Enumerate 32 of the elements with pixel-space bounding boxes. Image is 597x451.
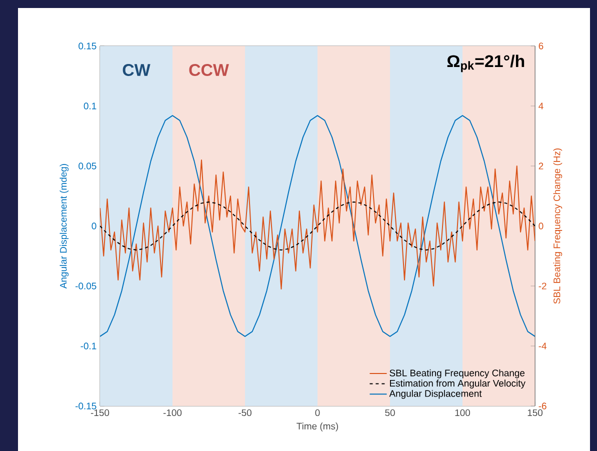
x-tick-label: 0 [315, 409, 320, 416]
y-tick-label: -0.1 [80, 342, 96, 350]
y2-tick-label: -6 [538, 402, 546, 410]
y2-tick-label: 0 [538, 222, 544, 230]
y2-tick-label: 4 [538, 102, 544, 110]
legend-label: Estimation from Angular Velocity [390, 380, 526, 388]
y2-tick-label: 6 [538, 42, 544, 50]
y-tick-label: -0.15 [75, 402, 96, 410]
line-series [100, 159, 536, 290]
y2-tick-label: -4 [538, 342, 546, 350]
band-label: CCW [189, 64, 229, 76]
y-tick-label: 0.15 [78, 42, 96, 50]
y-tick-label: 0 [92, 222, 96, 230]
y2-tick-label: 2 [538, 162, 544, 170]
legend-label: Angular Displacement [389, 390, 482, 399]
text: Ω$_{pk}$=21°/h [447, 54, 524, 72]
y-tick-label: -0.05 [75, 282, 96, 290]
x-tick-label: 100 [455, 409, 470, 416]
legend-label: SBL Beating Frequency Change [390, 369, 525, 378]
y2-axis-title: SBL Beating Frequency Change (Hz) [553, 148, 562, 304]
y-axis-title: Angular Displacement (mdeg) [60, 164, 69, 289]
y2-tick-label: -2 [538, 282, 546, 290]
y-tick-label: 0.1 [84, 102, 96, 110]
x-tick-label: -100 [163, 409, 182, 416]
x-axis-title: Time (ms) [296, 422, 338, 432]
band-label: CW [122, 64, 150, 76]
line-series [100, 115, 536, 337]
x-tick-label: -50 [238, 409, 252, 416]
x-tick-label: 150 [528, 409, 543, 416]
y-tick-label: 0.05 [78, 162, 96, 170]
x-tick-label: 50 [385, 409, 395, 416]
x-tick-label: -150 [90, 409, 110, 416]
